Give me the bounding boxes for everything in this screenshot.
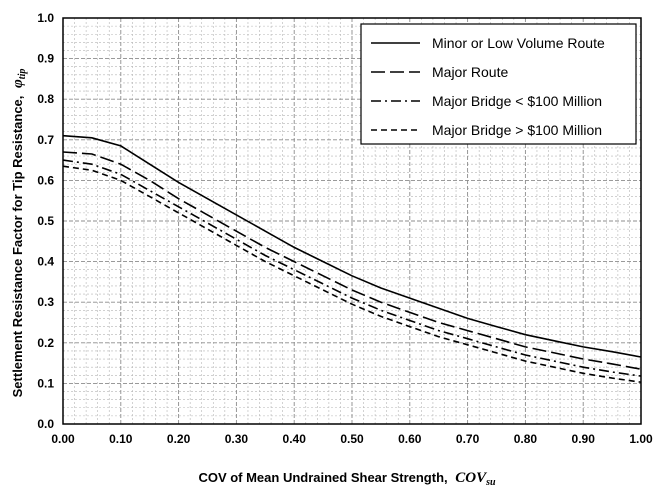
y-tick-label: 0.2 <box>37 336 54 350</box>
series-line <box>62 165 642 383</box>
legend: Minor or Low Volume Route Major Route Majo… <box>360 23 637 145</box>
y-tick-label: 0.8 <box>37 92 54 106</box>
x-axis-label: COV of Mean Undrained Shear Strength, <box>198 470 447 485</box>
x-tick-label: 0.80 <box>514 432 538 446</box>
series-line <box>62 151 642 370</box>
y-tick-label: 0.9 <box>37 52 54 66</box>
x-tick-label: 0.00 <box>51 432 75 446</box>
legend-label: Major Route <box>432 64 508 80</box>
x-axis-symbol-subscript: su <box>485 477 496 488</box>
series-line <box>62 134 642 358</box>
legend-label: Major Bridge > $100 Million <box>432 122 602 138</box>
legend-box <box>360 23 637 145</box>
y-tick-label: 0.6 <box>37 173 54 187</box>
y-axis-label: Settlement Resistance Factor for Tip Res… <box>10 96 25 398</box>
legend-label: Minor or Low Volume Route <box>432 35 605 51</box>
x-tick-label: 0.70 <box>456 432 480 446</box>
x-tick-label: 0.10 <box>109 432 133 446</box>
y-tick-label: 0.1 <box>37 376 54 390</box>
plot-frame <box>62 17 642 425</box>
x-tick-label: 0.20 <box>167 432 191 446</box>
y-axis-symbol: φ <box>10 79 26 88</box>
y-axis-title: Settlement Resistance Factor for Tip Res… <box>10 69 28 398</box>
x-axis-symbol: COV <box>455 470 488 486</box>
y-tick-label: 0.5 <box>37 214 54 228</box>
x-tick-labels: 0.00 0.10 0.20 0.30 0.40 0.50 0.60 0.70 0.80 0.90… <box>51 432 653 446</box>
y-tick-label: 0.0 <box>37 417 54 431</box>
x-tick-label: 0.90 <box>572 432 596 446</box>
y-tick-label: 1.0 <box>37 11 54 25</box>
y-tick-labels: 0.0 0.1 0.2 0.3 0.4 0.5 0.6 0.7 0.8 0.9 1.0 <box>37 11 54 431</box>
x-tick-label: 1.00 <box>629 432 653 446</box>
y-tick-label: 0.7 <box>37 133 54 147</box>
x-tick-label: 0.60 <box>398 432 422 446</box>
y-tick-label: 0.3 <box>37 295 54 309</box>
series-line <box>62 159 642 377</box>
x-tick-label: 0.40 <box>283 432 307 446</box>
series-layer <box>62 134 642 383</box>
x-tick-label: 0.30 <box>225 432 249 446</box>
x-tick-label: 0.50 <box>340 432 364 446</box>
y-tick-label: 0.4 <box>37 255 54 269</box>
y-axis-symbol-subscript: tip <box>17 69 28 80</box>
x-axis-title: COV of Mean Undrained Shear Strength, CO… <box>198 470 496 488</box>
legend-label: Major Bridge < $100 Million <box>432 93 602 109</box>
